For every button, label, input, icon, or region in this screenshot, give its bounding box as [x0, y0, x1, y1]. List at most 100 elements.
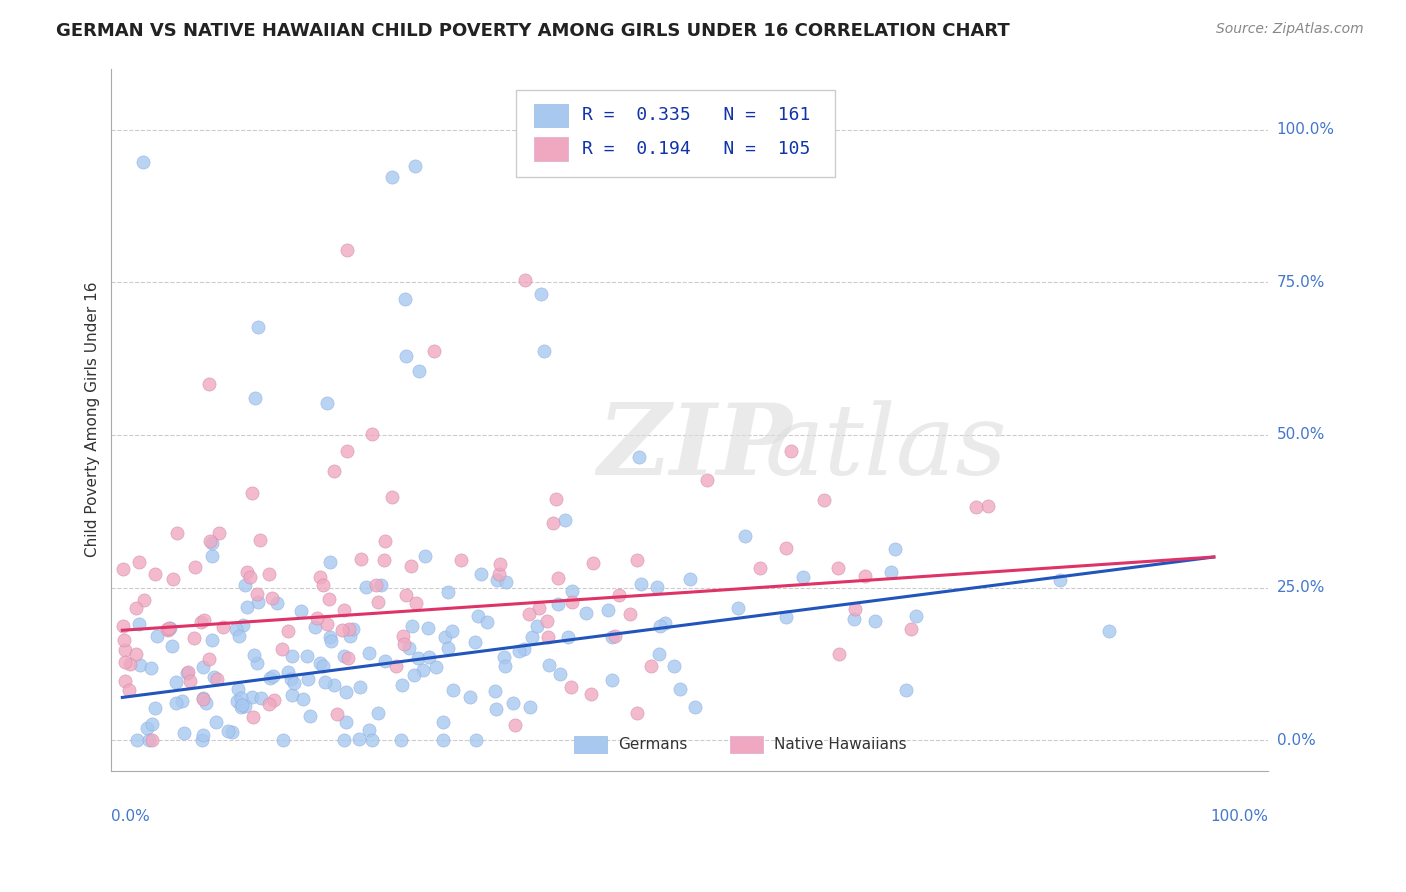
Point [316, 617, 339, 632]
Point [450, 553, 472, 567]
Point [582, 556, 605, 570]
Point [193, 690, 215, 705]
Point [326, 706, 349, 721]
Point [201, 549, 224, 564]
Point [405, 596, 427, 610]
Text: atlas: atlas [765, 400, 1008, 495]
Point [259, 567, 281, 582]
Point [495, 575, 517, 590]
Point [225, 622, 247, 636]
Point [546, 491, 568, 506]
Point [900, 622, 922, 636]
Point [603, 629, 626, 643]
Point [211, 620, 233, 634]
Point [406, 651, 429, 665]
Point [413, 549, 436, 563]
Point [233, 578, 256, 592]
Point [336, 443, 359, 458]
Point [228, 629, 250, 643]
Point [193, 660, 215, 674]
Point [1098, 624, 1121, 639]
Point [425, 659, 447, 673]
Point [475, 615, 498, 629]
Point [201, 632, 224, 647]
Point [330, 624, 353, 638]
Point [526, 618, 548, 632]
Point [548, 667, 571, 681]
Point [441, 624, 464, 639]
Point [827, 647, 849, 661]
Point [170, 694, 193, 708]
Point [894, 682, 917, 697]
Point [827, 561, 849, 575]
Point [201, 536, 224, 550]
Point [226, 694, 249, 708]
Point [494, 658, 516, 673]
Point [367, 595, 389, 609]
Point [560, 680, 582, 694]
Point [179, 674, 201, 689]
Point [519, 700, 541, 714]
Point [775, 541, 797, 556]
Point [401, 558, 423, 573]
Point [157, 623, 180, 637]
Text: GERMAN VS NATIVE HAWAIIAN CHILD POVERTY AMONG GIRLS UNDER 16 CORRELATION CHART: GERMAN VS NATIVE HAWAIIAN CHILD POVERTY … [56, 22, 1010, 40]
Point [336, 243, 359, 257]
Point [240, 690, 263, 704]
Point [432, 733, 454, 747]
Point [198, 534, 221, 549]
Text: ZIP: ZIP [598, 400, 793, 496]
Point [600, 673, 623, 688]
Point [561, 583, 583, 598]
Point [863, 614, 886, 628]
FancyBboxPatch shape [534, 103, 568, 127]
Point [683, 699, 706, 714]
Point [118, 657, 141, 672]
Point [156, 622, 179, 636]
Point [347, 732, 370, 747]
Point [177, 665, 200, 680]
Point [880, 566, 903, 580]
Point [464, 635, 486, 649]
Point [318, 591, 340, 606]
Point [217, 723, 239, 738]
Point [486, 573, 509, 587]
Point [114, 643, 136, 657]
Point [727, 600, 749, 615]
Point [596, 603, 619, 617]
Point [517, 607, 540, 622]
Point [360, 733, 382, 747]
Point [541, 516, 564, 531]
Point [232, 617, 254, 632]
Point [166, 525, 188, 540]
Point [162, 572, 184, 586]
Point [374, 654, 396, 668]
Point [1049, 573, 1071, 587]
Point [165, 696, 187, 710]
Point [193, 613, 215, 627]
Point [190, 615, 212, 629]
Point [318, 555, 340, 569]
Point [748, 561, 770, 575]
Point [114, 673, 136, 688]
Point [432, 715, 454, 730]
Point [198, 652, 221, 666]
Point [319, 630, 342, 644]
Point [333, 648, 356, 663]
Point [277, 624, 299, 638]
Point [111, 562, 134, 576]
Point [392, 637, 415, 651]
Text: Native Hawaiians: Native Hawaiians [775, 737, 907, 752]
Point [679, 572, 702, 586]
FancyBboxPatch shape [534, 137, 568, 161]
Point [257, 697, 280, 711]
Point [467, 609, 489, 624]
Point [229, 700, 252, 714]
Point [309, 656, 332, 670]
Point [561, 595, 583, 609]
Point [336, 650, 359, 665]
Point [402, 668, 425, 682]
Point [350, 552, 373, 566]
Point [280, 672, 302, 686]
FancyBboxPatch shape [574, 736, 606, 753]
